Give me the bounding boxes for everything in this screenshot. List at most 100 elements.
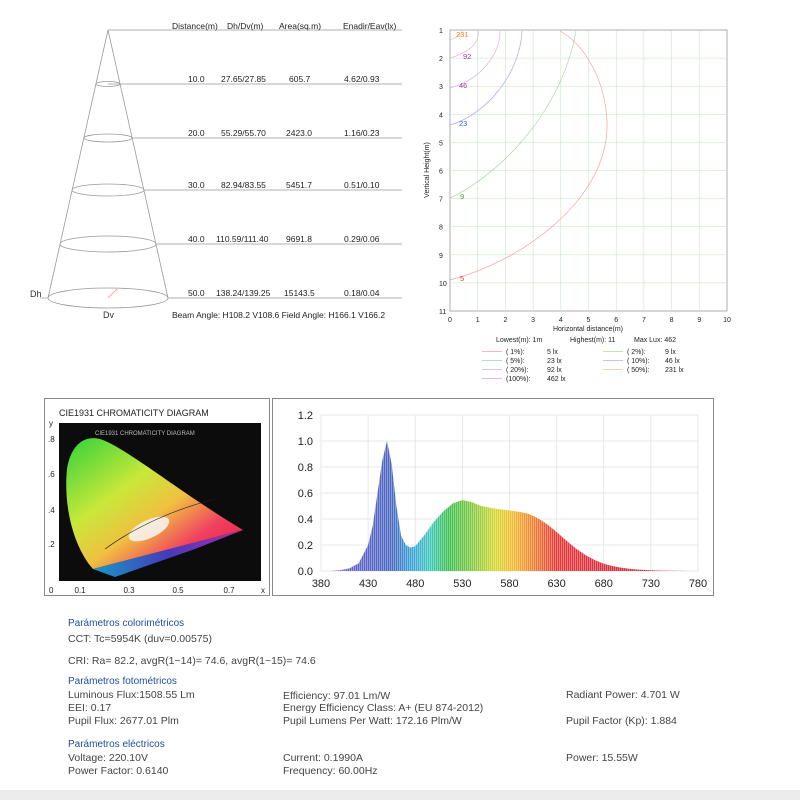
cie-title: CIE1931 CHROMATICITY DIAGRAM (59, 408, 209, 418)
isolux-contour-92 (449, 30, 479, 59)
isolux-legend-lux: 462 lx (547, 376, 566, 383)
cie-y-tick: .8 (48, 435, 55, 444)
isolux-y-tick: 2 (439, 56, 443, 63)
isolux-x-tick: 8 (670, 317, 674, 324)
isolux-max: Max Lux: 462 (634, 337, 676, 344)
cie-y-axis-label: y (49, 419, 53, 428)
cone-ring-30 (71, 183, 145, 197)
cone-ring-20 (83, 133, 133, 143)
cie-x-tick: 0.3 (123, 586, 135, 595)
isolux-x-tick: 0 (448, 317, 452, 324)
beam-row-area: 605.7 (289, 74, 311, 84)
spectrum-x-tick: 480 (406, 578, 424, 590)
spectrum-y-tick: 1.0 (298, 436, 313, 448)
isolux-label: 5 (460, 274, 464, 283)
eei-value: EEI: 0.17 (68, 702, 112, 714)
isolux-ylabel: Vertical Height(m) (424, 142, 431, 198)
isolux-legend-pct: ( 50%): (627, 367, 650, 374)
beam-row-dhdv: 27.65/27.85 (221, 74, 266, 84)
beam-row-distance: 40.0 (188, 234, 205, 244)
luminous-flux-value: Luminous Flux:1508.55 Lm (68, 689, 195, 701)
isolux-xlabel: Horizontal distance(m) (553, 326, 623, 333)
spectrum-chart: 0.0 0.2 0.4 0.6 0.8 1.0 1.2 380 430 480 530 580 630… (298, 410, 707, 590)
isolux-contour-5 (449, 30, 608, 281)
beam-row-lux: 0.18/0.04 (344, 288, 380, 298)
beam-row-area: 9691.8 (286, 234, 312, 244)
isolux-contour-231 (449, 30, 463, 41)
beam-row-distance: 30.0 (188, 180, 205, 190)
isolux-x-tick: 1 (476, 317, 480, 324)
cct-value: CCT: Tc=5954K (duv=0.00575) (68, 633, 212, 645)
spectrum-y-tick: 0.6 (298, 488, 313, 500)
cie-x-tick: 0.1 (74, 586, 86, 595)
isolux-label: 9 (460, 192, 464, 201)
beam-header-distance: Distance(m) (172, 21, 218, 31)
isolux-legend-lux: 231 lx (665, 367, 684, 374)
beam-row-distance: 10.0 (188, 74, 205, 84)
cie-y-tick: .4 (48, 506, 55, 515)
spectrum-y-tick: 1.2 (298, 410, 313, 422)
beam-header-dhdv: Dh/Dv(m) (227, 21, 264, 31)
cie-x-tick: 0.7 (223, 586, 235, 595)
isolux-legend-lux: 23 lx (547, 358, 562, 365)
isolux-y-tick: 9 (439, 253, 443, 260)
isolux-legend-pct: ( 5%): (506, 358, 525, 365)
spectrum-panel: 0.0 0.2 0.4 0.6 0.8 1.0 1.2 380 430 480 530 580 630… (272, 398, 714, 596)
beam-row-lux: 4.62/0.93 (344, 74, 380, 84)
isolux-x-tick: 2 (503, 317, 507, 324)
power-factor-value: Power Factor: 0.6140 (68, 765, 169, 777)
spectrum-y-tick: 0.8 (298, 462, 313, 474)
isolux-y-tick: 4 (439, 112, 443, 119)
isolux-label: 46 (459, 81, 467, 90)
isolux-highest: Highest(m): 11 (570, 337, 615, 344)
beam-row-dhdv: 138.24/139.25 (216, 288, 271, 298)
electrical-title: Parámetros eléctricos (68, 739, 165, 750)
efficiency-value: Efficiency: 97.01 Lm/W (283, 690, 391, 702)
beam-header-area: Area(sq.m) (279, 21, 321, 31)
current-value: Current: 0.1990A (283, 752, 363, 764)
spectrum-x-tick: 730 (642, 578, 660, 590)
isolux-x-tick: 9 (697, 317, 701, 324)
spectrum-x-tick: 430 (359, 578, 377, 590)
bottom-bar (0, 790, 800, 800)
beam-row-area: 15143.5 (284, 288, 315, 298)
isolux-label: 23 (459, 119, 467, 128)
spectrum-x-tick: 580 (500, 578, 518, 590)
cie-spectral-locus (66, 438, 244, 569)
spectrum-y-tick: 0.2 (298, 540, 313, 552)
isolux-legend-lux: 9 lx (665, 349, 676, 356)
colorimetric-title: Parámetros colorimétricos (68, 618, 185, 629)
beam-header-lux: Enadir/Eav(lx) (343, 21, 397, 31)
cie-x-axis-label: x (261, 586, 265, 595)
spectrum-x-tick: 530 (453, 578, 471, 590)
isolux-y-tick: 6 (439, 169, 443, 176)
cie-inner-title: CIE1931 CHROMATICITY DIAGRAM (95, 431, 195, 437)
isolux-x-tick: 10 (723, 317, 731, 324)
isolux-y-tick: 5 (439, 140, 443, 147)
cie-origin-label: 0 (49, 586, 54, 595)
isolux-contour-46 (449, 30, 501, 89)
isolux-lowest: Lowest(m): 1m (496, 337, 542, 344)
cone-left-edge (47, 29, 109, 299)
spectrum-x-tick: 380 (312, 578, 330, 590)
isolux-legend-pct: (100%): (506, 376, 531, 383)
dh-label: Dh (30, 289, 42, 299)
isolux-legend-lux: 46 lx (665, 358, 680, 365)
cone-right-edge (107, 29, 169, 299)
isolux-y-tick: 7 (439, 197, 443, 204)
cone-ring-40 (59, 235, 157, 253)
beam-row-dhdv: 110.59/111.40 (216, 234, 269, 244)
cie-x-tick: 0.5 (172, 586, 184, 595)
cie-y-tick: .6 (48, 470, 55, 479)
beam-row-area: 5451.7 (286, 180, 312, 190)
radiant-power-value: Radiant Power: 4.701 W (566, 689, 680, 701)
isolux-contour-23 (449, 30, 523, 126)
beam-row-distance: 20.0 (188, 128, 205, 138)
spectrum-x-tick: 680 (595, 578, 613, 590)
isolux-y-tick: 1 (439, 28, 443, 35)
isolux-legend-pct: ( 20%): (506, 367, 529, 374)
cie-panel: CIE1931 CHROMATICITY DIAGRAM y CIE1931 C… (44, 398, 270, 596)
dv-label: Dv (103, 310, 114, 320)
isolux-x-tick: 3 (531, 317, 535, 324)
